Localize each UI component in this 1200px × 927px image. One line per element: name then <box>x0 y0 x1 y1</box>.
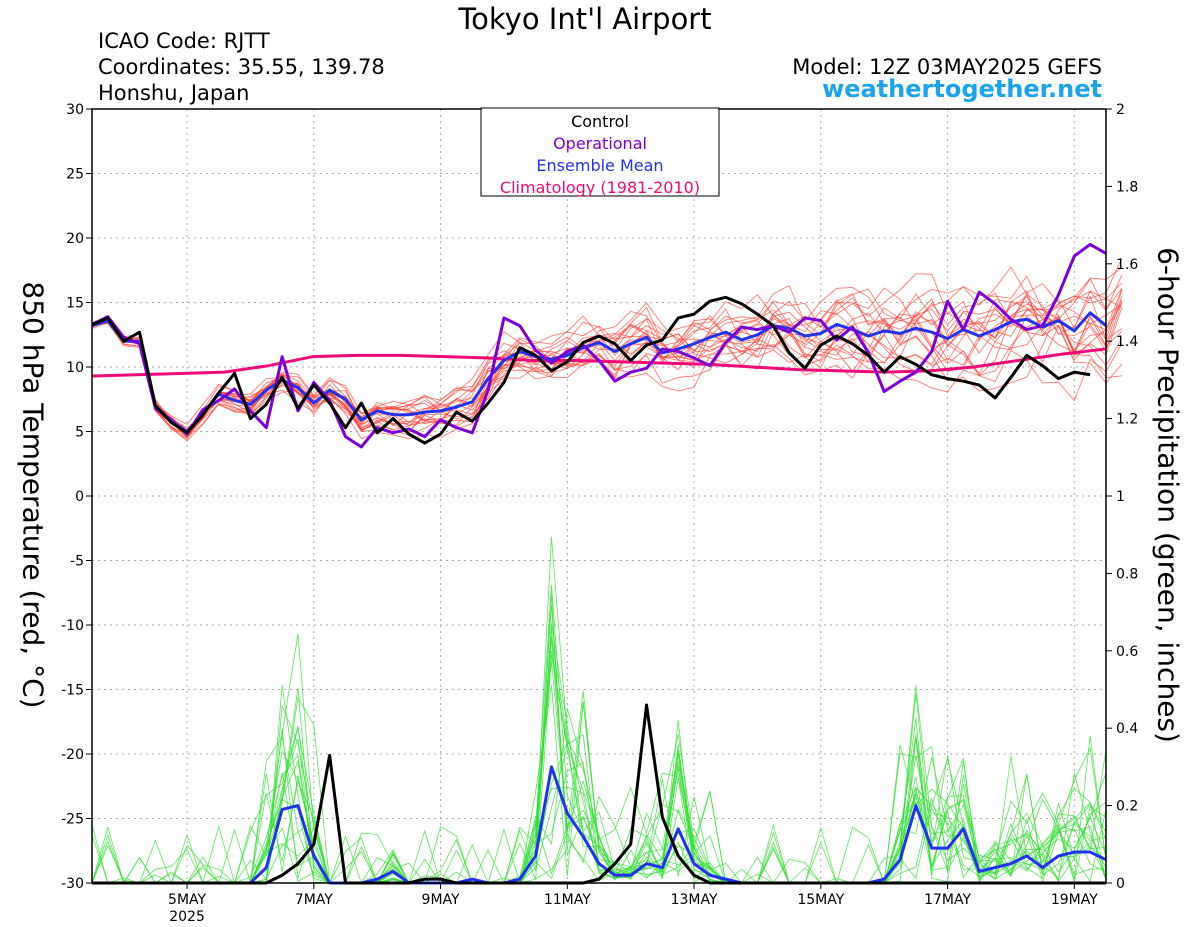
left-tick-label: 20 <box>66 231 84 247</box>
x-tick-label: 15MAY <box>797 892 844 908</box>
legend-entry: Control <box>571 112 629 131</box>
x-tick-label: 9MAY <box>422 892 460 908</box>
left-tick-label: -25 <box>61 812 84 828</box>
left-tick-label: -10 <box>61 618 84 634</box>
right-tick-label: 0.8 <box>1116 566 1138 582</box>
precip-ensemble-members <box>91 536 1107 885</box>
left-tick-label: 5 <box>75 425 84 441</box>
icao-code: ICAO Code: RJTT <box>98 29 270 53</box>
left-tick-label: 15 <box>66 296 84 312</box>
left-tick-label: -5 <box>70 554 84 570</box>
right-tick-label: 1 <box>1116 489 1125 505</box>
left-tick-label: -15 <box>61 683 84 699</box>
precip-member-line <box>92 536 1107 884</box>
temp-ensemble-members <box>91 257 1123 442</box>
series-lines <box>91 242 1107 885</box>
precip-member-line <box>92 701 1107 885</box>
precip-member-line <box>91 635 1107 884</box>
x-tick-label: 17MAY <box>924 892 971 908</box>
x-tick-label: 19MAY <box>1051 892 1098 908</box>
precip-member-line <box>91 661 1107 884</box>
right-tick-label: 2 <box>1116 102 1125 118</box>
plot-frame <box>91 108 1107 884</box>
left-tick-label: -20 <box>61 747 84 763</box>
x-tick-label: 7MAY <box>295 892 333 908</box>
model-info: Model: 12Z 03MAY2025 GEFS <box>792 55 1102 79</box>
right-tick-label: 1.2 <box>1116 412 1138 428</box>
control-line-temp <box>91 295 1091 445</box>
temp-member-line <box>91 274 1123 433</box>
axes: 302520151050-5-10-15-20-25-3021.81.61.41… <box>61 102 1138 925</box>
legend-entry: Ensemble Mean <box>536 156 663 175</box>
gridlines <box>92 109 1106 883</box>
legend-box <box>480 107 720 197</box>
precip-member-line <box>92 605 1107 885</box>
right-tick-label: 0.6 <box>1116 644 1138 660</box>
site-brand[interactable]: weathertogether.net <box>822 75 1102 103</box>
precip-member-line <box>91 690 1107 884</box>
ensemble-mean-line-precip <box>92 765 1107 885</box>
precip-member-line <box>92 622 1107 885</box>
chart-title: Tokyo Int'l Airport <box>458 2 712 36</box>
station-info: ICAO Code: RJTT Coordinates: 35.55, 139.… <box>98 28 385 106</box>
right-tick-label: 1.8 <box>1116 179 1138 195</box>
x-tick-sublabel: 2025 <box>169 909 205 925</box>
x-tick-label: 13MAY <box>671 892 718 908</box>
right-tick-label: 0.4 <box>1116 721 1138 737</box>
legend: Control Operational Ensemble Mean Climatolo… <box>480 107 720 197</box>
operational-line-temp <box>91 242 1107 449</box>
legend-entry: Operational <box>553 134 647 153</box>
region: Honshu, Japan <box>98 81 250 105</box>
precip-member-line <box>92 584 1107 884</box>
x-tick-label: 11MAY <box>544 892 591 908</box>
coordinates: Coordinates: 35.55, 139.78 <box>98 55 385 79</box>
temp-member-line <box>91 287 1123 429</box>
left-tick-label: 30 <box>66 102 84 118</box>
right-tick-label: 0.2 <box>1116 799 1138 815</box>
right-tick-label: 0 <box>1116 876 1125 892</box>
temp-member-line <box>91 278 1123 440</box>
left-tick-label: 25 <box>66 167 84 183</box>
legend-entry: Climatology (1981-2010) <box>500 178 700 197</box>
left-tick-label: 0 <box>75 489 84 505</box>
left-tick-label: 10 <box>66 360 84 376</box>
right-tick-label: 1.4 <box>1116 334 1138 350</box>
x-tick-label: 5MAY <box>168 892 206 908</box>
right-tick-label: 1.6 <box>1116 257 1138 273</box>
left-tick-label: -30 <box>61 876 84 892</box>
